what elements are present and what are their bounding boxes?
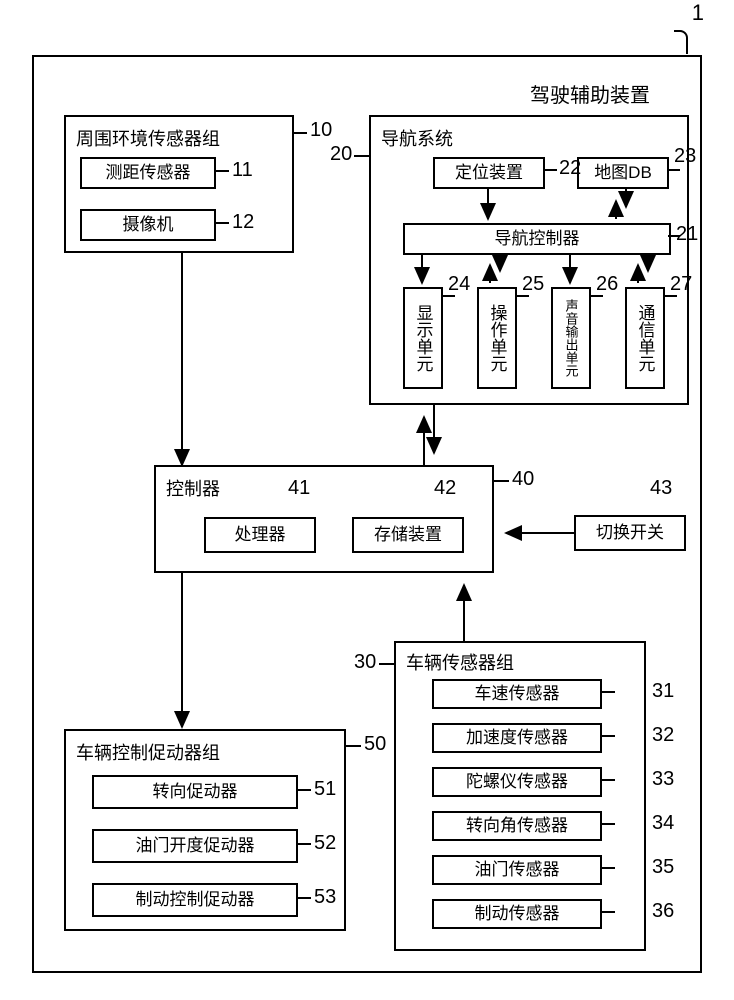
connectors — [34, 57, 704, 975]
main-ref-tick — [674, 30, 688, 54]
main-ref: 1 — [692, 0, 704, 26]
outer-container: 驾驶辅助装置 周围环境传感器组 测距传感器 摄像机 10 11 12 导航系统 … — [32, 55, 702, 973]
